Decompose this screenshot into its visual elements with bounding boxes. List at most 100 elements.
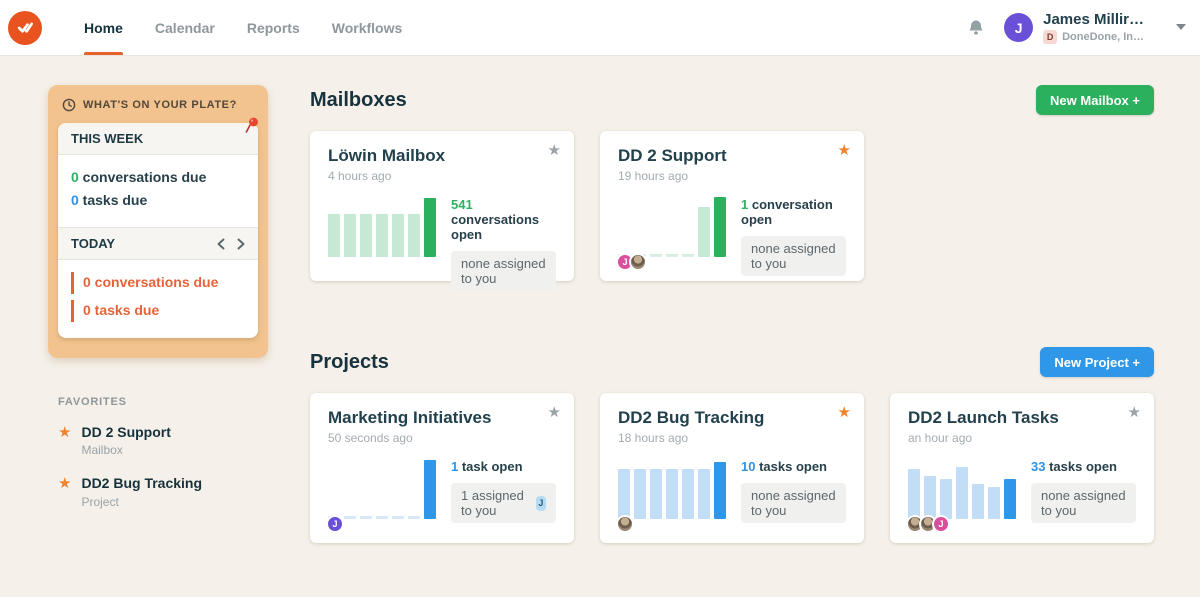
chart-bar bbox=[344, 214, 356, 257]
chart-bar bbox=[666, 469, 678, 519]
this-week-header: THIS WEEK bbox=[58, 123, 258, 155]
clock-icon bbox=[62, 98, 76, 112]
activity-bar-chart bbox=[618, 457, 728, 519]
app-logo-icon[interactable] bbox=[8, 10, 42, 45]
mailbox-card-dd2-support[interactable]: ★ DD 2 Support 19 hours ago 1 conversati… bbox=[600, 131, 864, 281]
nav-reports[interactable]: Reports bbox=[246, 19, 300, 36]
member-initial-avatar: J bbox=[932, 515, 950, 533]
nav-workflows[interactable]: Workflows bbox=[331, 19, 403, 36]
star-icon[interactable]: ★ bbox=[837, 404, 851, 421]
today-tasks-due[interactable]: 0 tasks due bbox=[71, 299, 245, 322]
project-card-dd2-bug-tracking[interactable]: ★ DD2 Bug Tracking 18 hours ago 10 tasks… bbox=[600, 393, 864, 543]
card-title: Löwin Mailbox bbox=[328, 146, 446, 165]
member-photo-avatar bbox=[629, 253, 647, 271]
favorite-dd2-support[interactable]: ★ DD 2 Support Mailbox bbox=[58, 424, 268, 458]
today-header: TODAY bbox=[58, 227, 258, 261]
nav-calendar[interactable]: Calendar bbox=[154, 19, 215, 36]
open-count: 541 conversations open bbox=[451, 197, 540, 242]
whats-on-your-plate-card: WHAT'S ON YOUR PLATE? THIS WEEK 0 conver… bbox=[48, 85, 268, 358]
new-project-button[interactable]: New Project + bbox=[1040, 347, 1154, 377]
notifications-bell-icon[interactable] bbox=[966, 18, 986, 38]
favorite-dd2-bug-tracking[interactable]: ★ DD2 Bug Tracking Project bbox=[58, 475, 268, 509]
user-menu[interactable]: J James Millir… D DoneDone, In… bbox=[1004, 11, 1144, 44]
mailboxes-title: Mailboxes bbox=[310, 88, 407, 111]
member-avatars: J bbox=[616, 253, 647, 271]
this-week-items: 0 conversations due 0 tasks due bbox=[58, 155, 258, 227]
star-icon[interactable]: ★ bbox=[547, 404, 561, 421]
assigned-pill: none assigned to you bbox=[451, 251, 556, 291]
open-count: 33 tasks open bbox=[1031, 459, 1117, 474]
week-conversations-due[interactable]: 0 conversations due bbox=[71, 169, 207, 185]
projects-section: Projects New Project + ★ Marketing Initi… bbox=[310, 347, 1154, 543]
open-count: 10 tasks open bbox=[741, 459, 827, 474]
activity-bar-chart bbox=[908, 457, 1018, 519]
user-name: James Millir… bbox=[1043, 11, 1144, 28]
chart-bar bbox=[650, 254, 662, 257]
chart-bar bbox=[956, 467, 968, 519]
assigned-pill: none assigned to you bbox=[1031, 483, 1136, 523]
org-badge: D bbox=[1043, 30, 1058, 44]
main-nav: Home Calendar Reports Workflows bbox=[68, 0, 418, 55]
member-avatars: J bbox=[906, 515, 950, 533]
favorite-title: DD 2 Support bbox=[81, 423, 171, 440]
card-title: DD2 Launch Tasks bbox=[908, 408, 1059, 427]
chart-bar bbox=[972, 484, 984, 519]
assigned-pill: 1 assigned to you J bbox=[451, 483, 556, 523]
mailbox-card-lowin[interactable]: ★ Löwin Mailbox 4 hours ago 541 conversa… bbox=[310, 131, 574, 291]
chart-bar bbox=[650, 469, 662, 519]
favorites-label: FAVORITES bbox=[58, 395, 127, 408]
next-day-chevron-icon[interactable] bbox=[237, 238, 245, 250]
star-icon[interactable]: ★ bbox=[837, 142, 851, 159]
assigned-pill: none assigned to you bbox=[741, 236, 846, 276]
user-menu-caret-icon[interactable] bbox=[1176, 24, 1186, 31]
chart-bar bbox=[924, 476, 936, 519]
star-icon: ★ bbox=[58, 475, 72, 493]
open-count: 1 conversation open bbox=[741, 197, 833, 227]
chart-bar bbox=[714, 462, 726, 519]
chart-bar bbox=[618, 469, 630, 519]
projects-title: Projects bbox=[310, 350, 389, 373]
card-title: DD2 Bug Tracking bbox=[618, 408, 765, 427]
today-conversations-due[interactable]: 0 conversations due bbox=[71, 272, 245, 294]
chart-bar bbox=[392, 214, 404, 257]
chart-bar bbox=[424, 460, 436, 519]
star-icon[interactable]: ★ bbox=[547, 142, 561, 159]
mailboxes-section: Mailboxes New Mailbox + ★ Löwin Mailbox … bbox=[310, 85, 1154, 291]
activity-bar-chart bbox=[328, 195, 438, 257]
chart-bar bbox=[666, 254, 678, 257]
chart-bar bbox=[634, 469, 646, 519]
favorite-title: DD2 Bug Tracking bbox=[81, 475, 203, 492]
favorite-type: Project bbox=[81, 494, 119, 509]
top-bar: Home Calendar Reports Workflows J James … bbox=[0, 0, 1200, 56]
member-avatars bbox=[616, 515, 634, 533]
new-mailbox-button[interactable]: New Mailbox + bbox=[1036, 85, 1154, 115]
chart-bar bbox=[1004, 479, 1016, 519]
favorites-section: FAVORITES ★ DD 2 Support Mailbox ★ DD2 B… bbox=[48, 396, 268, 509]
today-items: 0 conversations due 0 tasks due bbox=[58, 260, 258, 337]
nav-home[interactable]: Home bbox=[68, 0, 139, 55]
star-icon: ★ bbox=[58, 423, 72, 441]
week-tasks-due[interactable]: 0 tasks due bbox=[71, 192, 148, 209]
star-icon[interactable]: ★ bbox=[1127, 404, 1141, 421]
card-time: 50 seconds ago bbox=[328, 431, 413, 445]
project-card-marketing-initiatives[interactable]: ★ Marketing Initiatives 50 seconds ago 1… bbox=[310, 393, 574, 543]
chart-bar bbox=[682, 254, 694, 257]
project-card-dd2-launch-tasks[interactable]: ★ DD2 Launch Tasks an hour ago 33 tasks … bbox=[890, 393, 1154, 543]
chart-bar bbox=[408, 214, 420, 257]
open-count: 1 task open bbox=[451, 459, 523, 474]
prev-day-chevron-icon[interactable] bbox=[217, 238, 225, 250]
chart-bar bbox=[360, 516, 372, 519]
member-initial-avatar: J bbox=[326, 515, 344, 533]
member-avatars: J bbox=[326, 515, 344, 533]
card-time: 19 hours ago bbox=[618, 169, 689, 183]
card-time: an hour ago bbox=[908, 431, 973, 445]
card-time: 18 hours ago bbox=[618, 431, 689, 445]
chart-bar bbox=[392, 516, 404, 519]
chart-bar bbox=[360, 214, 372, 257]
card-time: 4 hours ago bbox=[328, 169, 392, 183]
chart-bar bbox=[940, 479, 952, 519]
activity-bar-chart bbox=[328, 457, 438, 519]
card-title: DD 2 Support bbox=[618, 146, 727, 165]
chart-bar bbox=[376, 516, 388, 519]
chart-bar bbox=[328, 214, 340, 257]
